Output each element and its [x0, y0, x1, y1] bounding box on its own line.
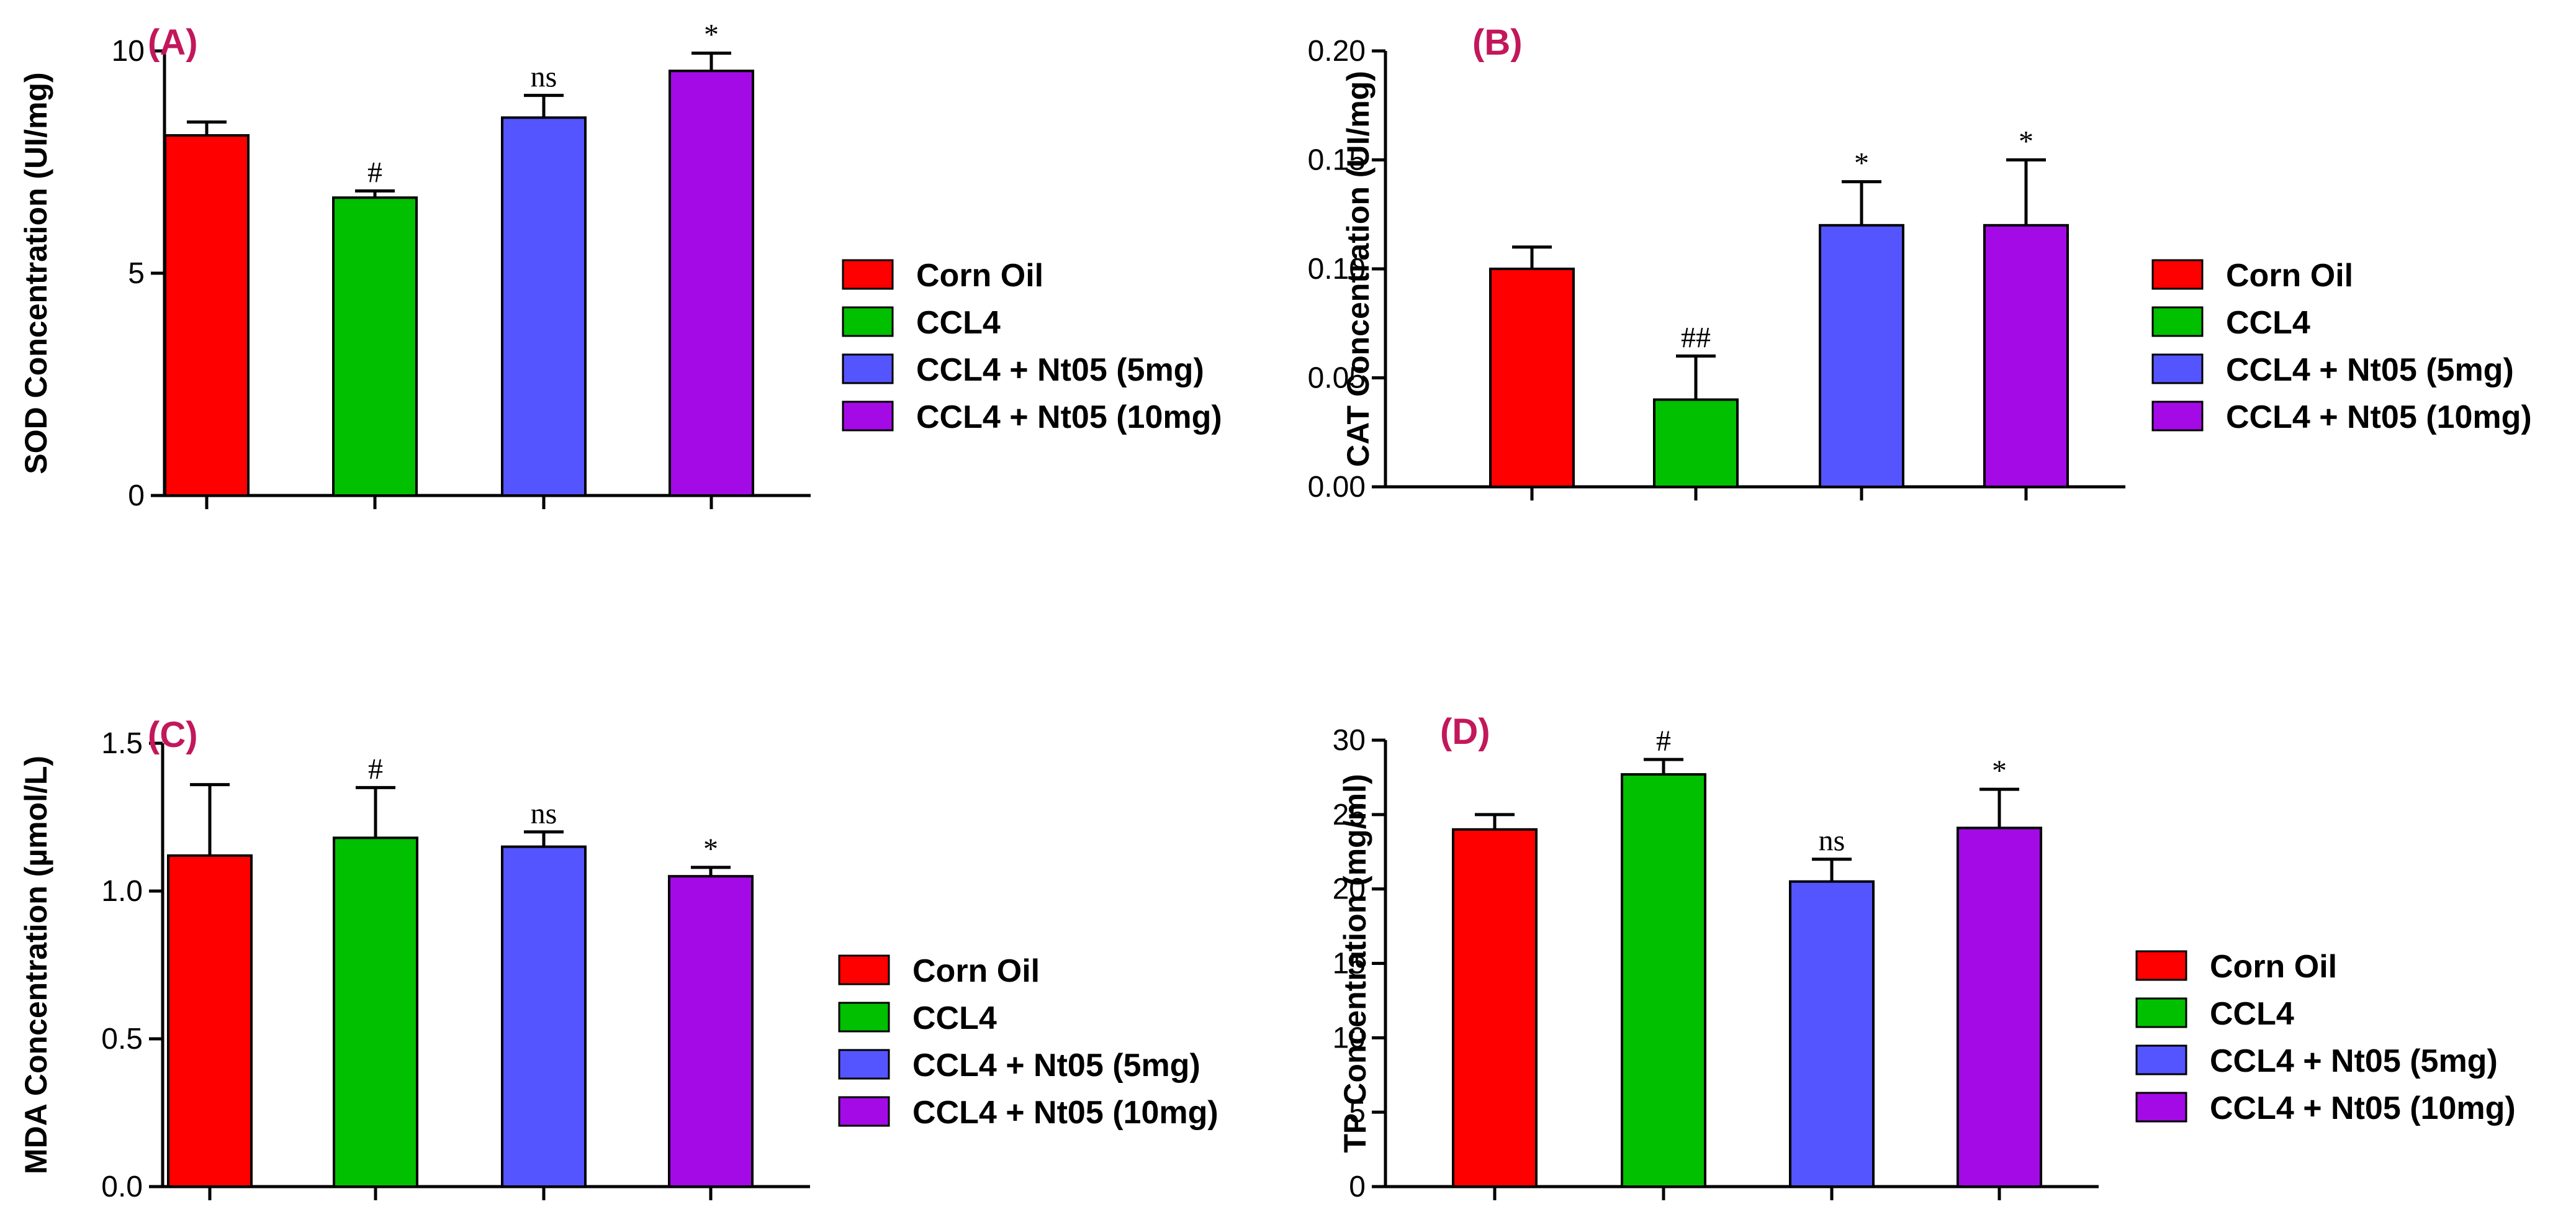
legend-swatch: [838, 1049, 890, 1080]
legend-swatch: [838, 954, 890, 985]
y-tick-label: 30: [1333, 724, 1366, 757]
legend-label: CCL4 + Nt05 (10mg): [2210, 1090, 2516, 1126]
legend-label: Corn Oil: [912, 953, 1040, 989]
legend-label: CCL4: [916, 305, 1001, 341]
legend: Corn Oil CCL4 CCL4 + Nt05 (5mg) CCL4 + Nt05…: [2151, 258, 2532, 435]
y-tick-label: 20: [1333, 873, 1366, 906]
y-tick-label: 0.5: [101, 1023, 143, 1056]
y-tick-label: 0: [128, 479, 145, 512]
chart-tp: 0 5 10 15 20 25 30 TP Concentration (mg/ml) # ns *…: [1333, 712, 2516, 1203]
y-tick-label: 10: [112, 35, 145, 68]
significance-mark: *: [703, 833, 718, 866]
bar-3: [1983, 224, 2069, 488]
legend-label: CCL4 + Nt05 (10mg): [912, 1095, 1218, 1131]
bar-3: [668, 875, 754, 1188]
y-tick-label: 0: [1349, 1170, 1366, 1203]
y-tick-label: 1.5: [101, 727, 143, 760]
legend-swatch: [838, 1096, 890, 1127]
y-tick-label: 10: [1333, 1021, 1366, 1054]
bar-1: [332, 196, 418, 497]
legend-swatch: [842, 259, 894, 290]
y-axis-title: TP Concentration (mg/ml): [1338, 774, 1372, 1152]
significance-mark: #: [367, 156, 382, 189]
panel-label: (B): [1472, 22, 1523, 63]
y-axis-title: CAT Concentration (UI/mg): [1341, 71, 1376, 467]
y-tick-label: 0.05: [1308, 362, 1366, 395]
legend: Corn Oil CCL4 CCL4 + Nt05 (5mg) CCL4 + Nt05…: [838, 953, 1218, 1131]
panel-label: (D): [1440, 712, 1490, 752]
legend: Corn Oil CCL4 CCL4 + Nt05 (5mg) CCL4 + Nt05…: [842, 258, 1222, 435]
legend-swatch: [2151, 259, 2204, 290]
bar-2: [1819, 224, 1904, 488]
legend-swatch: [2135, 1044, 2187, 1075]
legend-label: CCL4: [2226, 305, 2310, 341]
legend-label: CCL4 + Nt05 (5mg): [2226, 352, 2514, 388]
bar-0: [167, 854, 253, 1188]
bar-1: [1621, 773, 1706, 1188]
legend-label: Corn Oil: [916, 258, 1043, 294]
legend-swatch: [2135, 997, 2187, 1028]
legend-label: CCL4 + Nt05 (5mg): [912, 1048, 1200, 1084]
legend-swatch: [838, 1002, 890, 1033]
legend-label: CCL4 + Nt05 (10mg): [916, 399, 1222, 435]
bar-1: [1653, 398, 1739, 488]
bar-3: [669, 70, 754, 497]
legend-swatch: [842, 353, 894, 384]
y-tick-label: 0.10: [1308, 253, 1366, 286]
significance-mark: #: [368, 753, 383, 785]
legend-label: CCL4: [912, 1000, 997, 1036]
y-tick-label: 5: [128, 257, 145, 290]
significance-mark: #: [1656, 725, 1671, 758]
panel-label: (A): [148, 22, 198, 63]
significance-mark: *: [1854, 147, 1869, 180]
y-tick-label: 0.00: [1308, 471, 1366, 504]
bar-3: [1957, 826, 2042, 1188]
legend-label: CCL4 + Nt05 (5mg): [916, 352, 1204, 388]
y-tick-label: 1.0: [101, 875, 143, 908]
significance-mark: ns: [531, 797, 557, 830]
legend-label: CCL4 + Nt05 (10mg): [2226, 399, 2532, 435]
legend-swatch: [842, 306, 894, 337]
significance-mark: *: [1992, 754, 2007, 787]
bar-1: [333, 836, 418, 1188]
significance-mark: ns: [1819, 825, 1845, 858]
legend-label: Corn Oil: [2210, 949, 2337, 985]
panel-label: (C): [148, 715, 198, 755]
bar-2: [501, 845, 587, 1188]
legend-swatch: [2151, 353, 2204, 384]
bar-2: [501, 116, 587, 497]
legend-swatch: [2151, 401, 2204, 432]
legend-label: CCL4: [2210, 996, 2294, 1032]
y-tick-label: 15: [1333, 948, 1366, 980]
legend-swatch: [2135, 950, 2187, 981]
legend-label: CCL4 + Nt05 (5mg): [2210, 1043, 2498, 1079]
legend-label: Corn Oil: [2226, 258, 2353, 294]
significance-mark: ns: [531, 61, 557, 94]
y-tick-label: 0.15: [1308, 144, 1366, 177]
chart-sod: 0 5 10 SOD Concentration (UI/mg) # ns * (A) Corn…: [19, 19, 1222, 512]
significance-mark: *: [2019, 125, 2033, 158]
legend-swatch: [842, 401, 894, 432]
bar-0: [164, 134, 250, 497]
chart-mda: 0.0 0.5 1.0 1.5 MDA Concentration (µmol/L) # n…: [19, 715, 1218, 1203]
significance-mark: ##: [1681, 321, 1711, 354]
y-tick-label: 5: [1349, 1096, 1366, 1129]
significance-mark: *: [704, 19, 719, 52]
bar-0: [1452, 828, 1538, 1188]
y-axis-title: SOD Concentration (UI/mg): [19, 72, 53, 474]
legend-swatch: [2135, 1092, 2187, 1123]
y-tick-label: 0.20: [1308, 35, 1366, 68]
bar-2: [1789, 880, 1875, 1188]
y-tick-label: 0.0: [101, 1170, 143, 1203]
y-tick-label: 25: [1333, 799, 1366, 831]
y-axis-title: MDA Concentration (µmol/L): [19, 756, 53, 1174]
bar-0: [1489, 268, 1575, 488]
legend-swatch: [2151, 306, 2204, 337]
legend: Corn Oil CCL4 CCL4 + Nt05 (5mg) CCL4 + Nt05…: [2135, 949, 2516, 1126]
